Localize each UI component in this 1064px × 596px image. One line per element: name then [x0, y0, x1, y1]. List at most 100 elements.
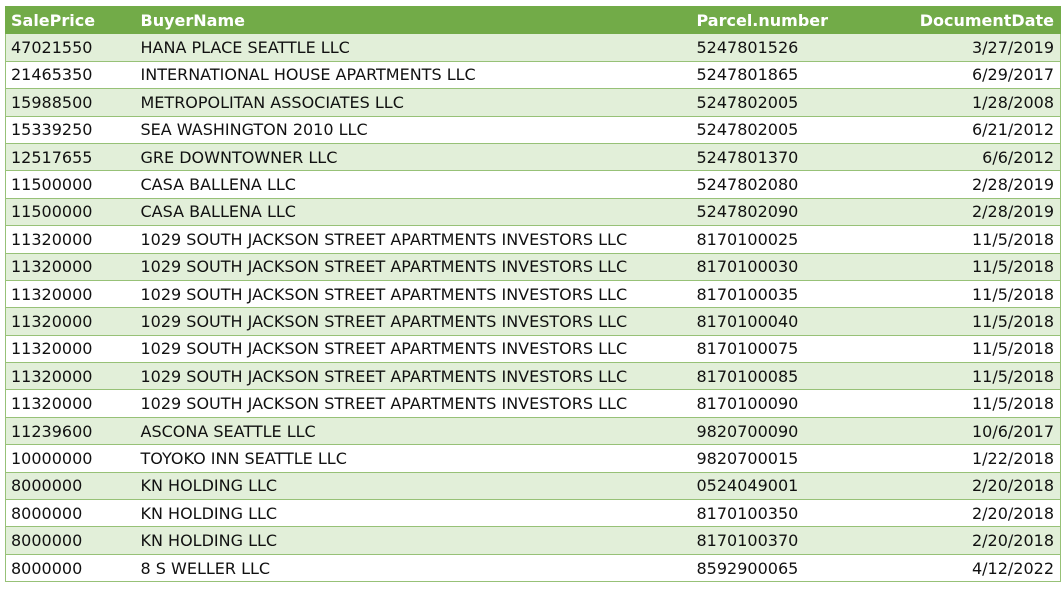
cell-parcel-number[interactable]: 5247801370 — [691, 142, 870, 172]
cell-buyername[interactable]: 8 S WELLER LLC — [135, 553, 692, 583]
cell-parcel-number[interactable]: 8170100030 — [691, 252, 870, 281]
cell-saleprice[interactable]: 21465350 — [5, 60, 136, 90]
cell-parcel-number[interactable]: 5247801865 — [691, 60, 870, 90]
cell-saleprice[interactable]: 8000000 — [5, 553, 136, 583]
cell-buyername[interactable]: KN HOLDING LLC — [135, 526, 692, 555]
cell-parcel-number[interactable]: 5247802090 — [691, 197, 870, 227]
cell-parcel-number[interactable]: 8170100370 — [691, 526, 870, 555]
cell-parcel-number[interactable]: 5247802005 — [691, 115, 870, 144]
cell-buyername[interactable]: 1029 SOUTH JACKSON STREET APARTMENTS INV… — [135, 307, 692, 336]
table-row[interactable]: 12517655 GRE DOWNTOWNER LLC 5247801370 6/6/… — [5, 142, 1061, 172]
cell-documentdate[interactable]: 6/21/2012 — [869, 115, 1061, 144]
cell-documentdate[interactable]: 11/5/2018 — [869, 225, 1061, 254]
cell-saleprice[interactable]: 15988500 — [5, 88, 136, 117]
header-buyername[interactable]: BuyerName — [135, 5, 692, 35]
cell-saleprice[interactable]: 11320000 — [5, 225, 136, 254]
cell-buyername[interactable]: METROPOLITAN ASSOCIATES LLC — [135, 88, 692, 117]
cell-documentdate[interactable]: 4/12/2022 — [869, 553, 1061, 583]
table-row[interactable]: 11320000 1029 SOUTH JACKSON STREET APARTM… — [5, 279, 1061, 309]
cell-documentdate[interactable]: 6/29/2017 — [869, 60, 1061, 90]
cell-saleprice[interactable]: 15339250 — [5, 115, 136, 144]
table-row[interactable]: 11500000 CASA BALLENA LLC 5247802090 2/28/2… — [5, 197, 1061, 227]
header-documentdate[interactable]: DocumentDate — [869, 5, 1061, 35]
table-row[interactable]: 15988500 METROPOLITAN ASSOCIATES LLC 52478… — [5, 88, 1061, 117]
cell-saleprice[interactable]: 11320000 — [5, 252, 136, 281]
cell-documentdate[interactable]: 11/5/2018 — [869, 362, 1061, 391]
cell-parcel-number[interactable]: 9820700090 — [691, 416, 870, 446]
table-row[interactable]: 21465350 INTERNATIONAL HOUSE APARTMENTS L… — [5, 60, 1061, 90]
cell-parcel-number[interactable]: 0524049001 — [691, 471, 870, 501]
cell-buyername[interactable]: 1029 SOUTH JACKSON STREET APARTMENTS INV… — [135, 252, 692, 281]
cell-parcel-number[interactable]: 9820700015 — [691, 444, 870, 473]
cell-parcel-number[interactable]: 8592900065 — [691, 553, 870, 583]
cell-buyername[interactable]: TOYOKO INN SEATTLE LLC — [135, 444, 692, 473]
cell-buyername[interactable]: 1029 SOUTH JACKSON STREET APARTMENTS INV… — [135, 389, 692, 418]
cell-saleprice[interactable]: 47021550 — [5, 33, 136, 62]
cell-documentdate[interactable]: 1/28/2008 — [869, 88, 1061, 117]
cell-buyername[interactable]: ASCONA SEATTLE LLC — [135, 416, 692, 446]
cell-saleprice[interactable]: 11500000 — [5, 197, 136, 227]
cell-saleprice[interactable]: 11239600 — [5, 416, 136, 446]
cell-documentdate[interactable]: 2/20/2018 — [869, 526, 1061, 555]
header-parcel-number[interactable]: Parcel.number — [691, 5, 870, 35]
cell-documentdate[interactable]: 11/5/2018 — [869, 334, 1061, 364]
cell-saleprice[interactable]: 11320000 — [5, 334, 136, 364]
table-row[interactable]: 8000000 KN HOLDING LLC 0524049001 2/20/2018 — [5, 471, 1061, 501]
cell-buyername[interactable]: CASA BALLENA LLC — [135, 197, 692, 227]
table-row[interactable]: 11239600 ASCONA SEATTLE LLC 9820700090 10/6… — [5, 416, 1061, 446]
cell-documentdate[interactable]: 2/20/2018 — [869, 499, 1061, 528]
table-row[interactable]: 8000000 8 S WELLER LLC 8592900065 4/12/2022 — [5, 553, 1061, 583]
cell-documentdate[interactable]: 10/6/2017 — [869, 416, 1061, 446]
cell-documentdate[interactable]: 6/6/2012 — [869, 142, 1061, 172]
cell-saleprice[interactable]: 11320000 — [5, 389, 136, 418]
cell-documentdate[interactable]: 3/27/2019 — [869, 33, 1061, 62]
header-saleprice[interactable]: SalePrice — [5, 5, 136, 35]
cell-buyername[interactable]: KN HOLDING LLC — [135, 499, 692, 528]
table-row[interactable]: 11320000 1029 SOUTH JACKSON STREET APARTM… — [5, 334, 1061, 364]
cell-documentdate[interactable]: 11/5/2018 — [869, 252, 1061, 281]
table-row[interactable]: 11320000 1029 SOUTH JACKSON STREET APARTM… — [5, 362, 1061, 391]
cell-parcel-number[interactable]: 8170100085 — [691, 362, 870, 391]
cell-documentdate[interactable]: 11/5/2018 — [869, 307, 1061, 336]
cell-parcel-number[interactable]: 8170100350 — [691, 499, 870, 528]
cell-buyername[interactable]: KN HOLDING LLC — [135, 471, 692, 501]
cell-parcel-number[interactable]: 8170100025 — [691, 225, 870, 254]
cell-documentdate[interactable]: 2/28/2019 — [869, 170, 1061, 199]
cell-documentdate[interactable]: 11/5/2018 — [869, 279, 1061, 309]
table-row[interactable]: 11500000 CASA BALLENA LLC 5247802080 2/28/2… — [5, 170, 1061, 199]
table-row[interactable]: 15339250 SEA WASHINGTON 2010 LLC 524780200… — [5, 115, 1061, 144]
cell-documentdate[interactable]: 11/5/2018 — [869, 389, 1061, 418]
cell-parcel-number[interactable]: 5247801526 — [691, 33, 870, 62]
table-row[interactable]: 11320000 1029 SOUTH JACKSON STREET APARTM… — [5, 389, 1061, 418]
cell-parcel-number[interactable]: 8170100075 — [691, 334, 870, 364]
table-row[interactable]: 11320000 1029 SOUTH JACKSON STREET APARTM… — [5, 252, 1061, 281]
cell-buyername[interactable]: 1029 SOUTH JACKSON STREET APARTMENTS INV… — [135, 362, 692, 391]
cell-saleprice[interactable]: 11500000 — [5, 170, 136, 199]
cell-documentdate[interactable]: 2/20/2018 — [869, 471, 1061, 501]
cell-saleprice[interactable]: 8000000 — [5, 471, 136, 501]
cell-saleprice[interactable]: 12517655 — [5, 142, 136, 172]
cell-parcel-number[interactable]: 8170100090 — [691, 389, 870, 418]
table-row[interactable]: 10000000 TOYOKO INN SEATTLE LLC 9820700015… — [5, 444, 1061, 473]
table-row[interactable]: 11320000 1029 SOUTH JACKSON STREET APARTM… — [5, 307, 1061, 336]
cell-parcel-number[interactable]: 8170100035 — [691, 279, 870, 309]
cell-buyername[interactable]: 1029 SOUTH JACKSON STREET APARTMENTS INV… — [135, 334, 692, 364]
cell-parcel-number[interactable]: 8170100040 — [691, 307, 870, 336]
cell-saleprice[interactable]: 11320000 — [5, 279, 136, 309]
cell-parcel-number[interactable]: 5247802080 — [691, 170, 870, 199]
cell-saleprice[interactable]: 11320000 — [5, 362, 136, 391]
cell-documentdate[interactable]: 2/28/2019 — [869, 197, 1061, 227]
cell-saleprice[interactable]: 10000000 — [5, 444, 136, 473]
cell-buyername[interactable]: GRE DOWNTOWNER LLC — [135, 142, 692, 172]
cell-saleprice[interactable]: 8000000 — [5, 499, 136, 528]
cell-buyername[interactable]: 1029 SOUTH JACKSON STREET APARTMENTS INV… — [135, 279, 692, 309]
cell-buyername[interactable]: INTERNATIONAL HOUSE APARTMENTS LLC — [135, 60, 692, 90]
table-row[interactable]: 8000000 KN HOLDING LLC 8170100370 2/20/2018 — [5, 526, 1061, 555]
cell-saleprice[interactable]: 8000000 — [5, 526, 136, 555]
cell-buyername[interactable]: CASA BALLENA LLC — [135, 170, 692, 199]
cell-saleprice[interactable]: 11320000 — [5, 307, 136, 336]
table-row[interactable]: 47021550 HANA PLACE SEATTLE LLC 5247801526… — [5, 33, 1061, 62]
table-row[interactable]: 11320000 1029 SOUTH JACKSON STREET APARTM… — [5, 225, 1061, 254]
cell-parcel-number[interactable]: 5247802005 — [691, 88, 870, 117]
cell-buyername[interactable]: HANA PLACE SEATTLE LLC — [135, 33, 692, 62]
